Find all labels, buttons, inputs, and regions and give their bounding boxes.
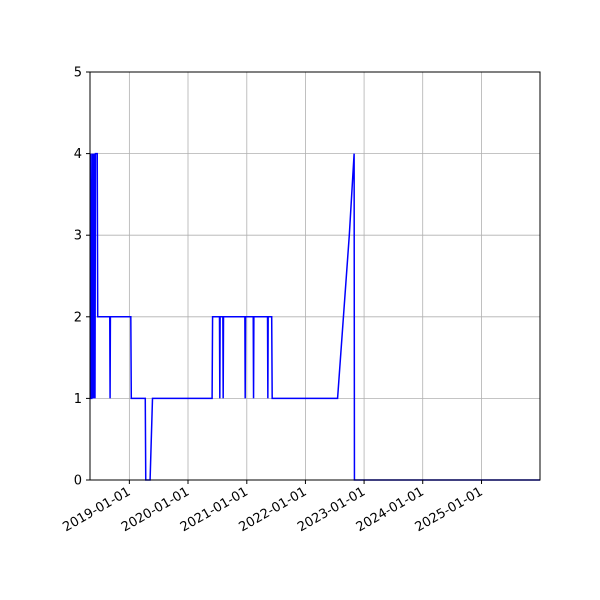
series-layer: [89, 152, 540, 481]
y-tick-label: 3: [74, 229, 82, 244]
y-tick-label: 5: [74, 66, 82, 81]
grid: [90, 71, 540, 481]
y-tick-label: 2: [74, 310, 82, 325]
y-tick-label: 4: [74, 147, 82, 162]
series-line: [89, 152, 540, 481]
y-tick-label: 1: [74, 392, 82, 407]
y-tick-label: 0: [74, 474, 82, 489]
ticks: 0123452019-01-012020-01-012021-01-012022…: [60, 66, 485, 536]
plot-frame: [89, 71, 541, 481]
